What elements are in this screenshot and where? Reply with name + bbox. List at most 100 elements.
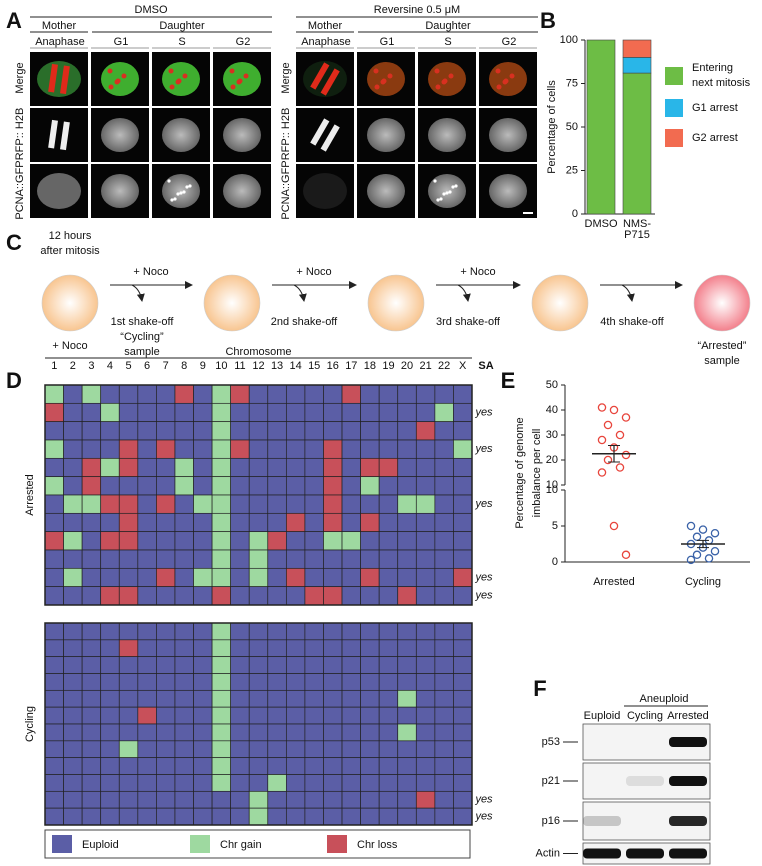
column-label: 21 [419, 360, 431, 372]
column-label: 3 [88, 360, 94, 372]
heatmap-cell [360, 531, 380, 551]
heatmap-cell [230, 774, 250, 792]
heatmap-cell [248, 586, 269, 606]
y-tick-label: 75 [566, 77, 578, 89]
heatmap-cell [174, 421, 194, 441]
heatmap-cell [44, 723, 64, 742]
heatmap-cell [378, 476, 399, 496]
heatmap-cell [63, 807, 83, 826]
heatmap-cell [453, 723, 473, 742]
heatmap-cell [81, 689, 102, 708]
heatmap-cell [156, 531, 176, 551]
heatmap-cell [378, 807, 399, 826]
heatmap-cell [174, 622, 194, 641]
y-tick-label: 10 [546, 479, 558, 491]
heatmap-cell [434, 807, 454, 826]
heatmap-cell [193, 439, 213, 459]
daughter-label: Daughter [159, 20, 205, 32]
heatmap-cell [304, 622, 324, 641]
heatmap-cell [267, 531, 287, 551]
heatmap-cell [230, 439, 250, 459]
heatmap-cell [230, 457, 250, 478]
heatmap-cell [341, 439, 361, 459]
heatmap-cell [44, 639, 64, 658]
heatmap-cell [378, 790, 399, 809]
column-label: 7 [163, 360, 169, 372]
heatmap-cell [415, 476, 436, 496]
row-label: p16 [542, 815, 560, 827]
heatmap-cell [360, 656, 380, 674]
heatmap-cell [193, 586, 213, 606]
legend-swatch [52, 835, 72, 853]
y-tick-label: 50 [566, 121, 578, 133]
heatmap-cell [156, 723, 176, 742]
heatmap-cell [248, 531, 269, 551]
nucleus [101, 62, 139, 96]
panel-label: B [540, 8, 556, 33]
column-label: 4 [107, 360, 113, 372]
heatmap-cell [267, 723, 287, 742]
heatmap-cell [44, 402, 64, 423]
heatmap-cell [211, 807, 232, 826]
heatmap-cell [323, 512, 343, 533]
heatmap-cell [285, 567, 306, 588]
heatmap-cell [193, 494, 213, 514]
x-tick-label: DMSO [585, 218, 618, 230]
branch-arrow [457, 284, 471, 302]
heatmap-cell [100, 774, 120, 792]
step-label: sample [124, 346, 159, 358]
heatmap-cell [81, 512, 102, 533]
heatmap-cell [137, 586, 157, 606]
heatmap-cell [248, 494, 269, 514]
heatmap-cell [285, 656, 306, 674]
spot [170, 198, 174, 202]
spot [439, 197, 443, 201]
band [669, 737, 707, 747]
heatmap-cell [285, 639, 306, 658]
heatmap-cell [434, 740, 454, 759]
daughter-label: Daughter [425, 20, 471, 32]
heatmap-cell [360, 757, 380, 775]
sa-header: SA [478, 360, 493, 372]
spot [503, 78, 509, 84]
column-label: G2 [502, 36, 517, 48]
spot [509, 73, 515, 79]
spot [121, 73, 127, 79]
heatmap-cell [304, 457, 324, 478]
y-tick-label: 5 [552, 520, 558, 532]
heatmap-cell [230, 586, 250, 606]
heatmap-cell [63, 774, 83, 792]
nucleus [101, 118, 139, 152]
heatmap-cell [285, 723, 306, 742]
heatmap-cell [323, 622, 343, 641]
heatmap-cell [193, 512, 213, 533]
heatmap-cell [63, 757, 83, 775]
heatmap-cell [230, 790, 250, 809]
heatmap-cell [81, 639, 102, 658]
heatmap-cell [360, 807, 380, 826]
heatmap-cell [415, 673, 436, 691]
heatmap-cell [81, 586, 102, 606]
heatmap-cell [285, 421, 306, 441]
heatmap-cell [415, 807, 436, 826]
heatmap-cell [323, 439, 343, 459]
band [669, 776, 707, 786]
heatmap-cell [193, 384, 213, 404]
heatmap-cell [193, 706, 213, 725]
heatmap-cell [378, 757, 399, 775]
heatmap-cell [174, 567, 194, 588]
heatmap-cell [304, 421, 324, 441]
legend-label: G1 arrest [692, 102, 738, 114]
heatmap-cell [81, 421, 102, 441]
heatmap-cell [397, 494, 417, 514]
heatmap-cell [267, 774, 287, 792]
panel-label: E [501, 368, 516, 393]
heatmap-cell [285, 774, 306, 792]
heatmap-cell [118, 790, 139, 809]
heatmap-cell [63, 673, 83, 691]
heatmap-cell [81, 807, 102, 826]
data-point [692, 532, 702, 542]
spot [176, 78, 182, 84]
heatmap-cell [137, 673, 157, 691]
heatmap-cell [341, 494, 361, 514]
